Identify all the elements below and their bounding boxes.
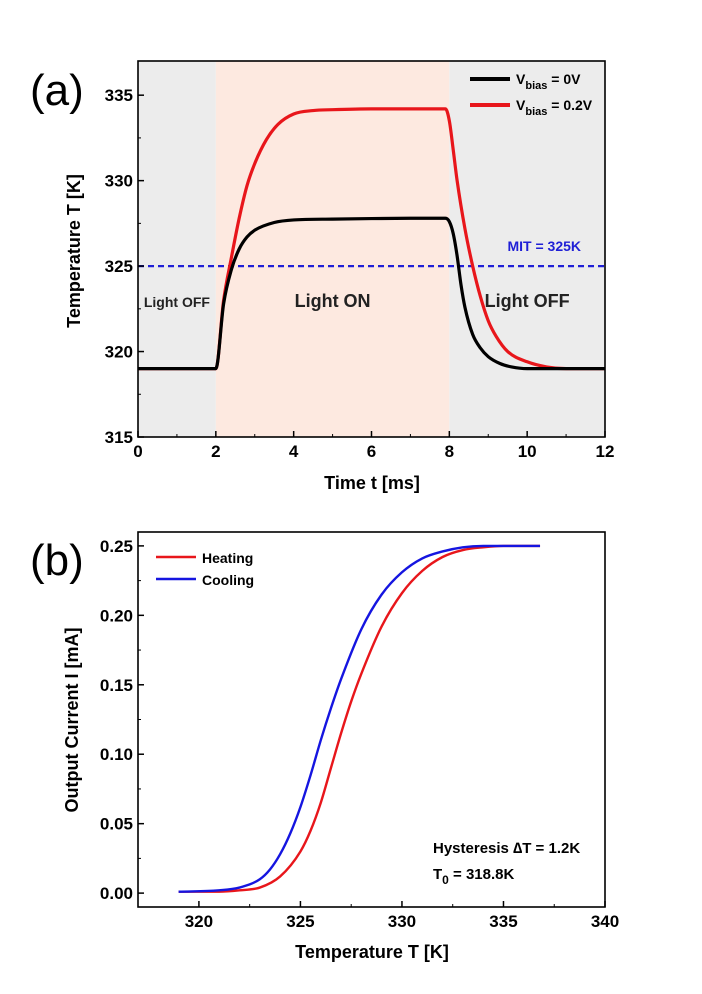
- panel-a-label: (a): [30, 66, 84, 115]
- legend-label-heating: Heating: [202, 550, 253, 566]
- chart-b-legend: Heating Cooling: [156, 550, 254, 588]
- y-tick-label-3: 330: [105, 172, 133, 191]
- legend-label-vbias-02: Vbias = 0.2V: [516, 97, 593, 118]
- legend-label-vbias-0: Vbias = 0V: [516, 71, 581, 92]
- x-tick-label-4: 8: [445, 442, 454, 461]
- panel-b-label: (b): [30, 536, 84, 585]
- chart-b-axes: 320 325 330 335 340 0.00 0.05 0.10 0.15 0.20 0.25: [100, 531, 619, 931]
- chart-b-xlabel: Temperature T [K]: [295, 942, 449, 962]
- x-tick-label-1: 2: [211, 442, 220, 461]
- x-tick-label-2: 330: [388, 912, 416, 931]
- x-tick-label-3: 6: [367, 442, 376, 461]
- y-tick-label-4: 0.20: [100, 606, 133, 625]
- region-2: [449, 61, 605, 437]
- region-0: [138, 61, 216, 437]
- y-tick-label-1: 0.05: [100, 815, 133, 834]
- y-tick-label-2: 0.10: [100, 745, 133, 764]
- chart-a: Light OFF Light ON Light OFF MIT = 325K 0 2…: [64, 60, 615, 493]
- x-tick-label-2: 4: [289, 442, 299, 461]
- region-label-1: Light ON: [295, 291, 371, 311]
- chart-a-regions: Light OFF Light ON Light OFF: [138, 61, 605, 437]
- x-tick-label-5: 10: [518, 442, 537, 461]
- x-tick-label-1: 325: [286, 912, 314, 931]
- hysteresis-annotation: Hysteresis ∆T = 1.2K: [433, 840, 580, 857]
- y-tick-label-5: 0.25: [100, 537, 133, 556]
- x-tick-label-0: 0: [133, 442, 142, 461]
- series-line-heating: [178, 544, 541, 893]
- chart-b: 320 325 330 335 3400.000.050.100.150.200.25 …: [62, 531, 619, 962]
- x-tick-label-0: 320: [185, 912, 213, 931]
- y-tick-label-2: 325: [105, 257, 133, 276]
- y-tick-label-1: 320: [105, 343, 133, 362]
- chart-a-reference: MIT = 325K: [138, 238, 605, 268]
- x-tick-label-3: 335: [489, 912, 517, 931]
- series-line-0: [137, 216, 605, 371]
- chart-a-xlabel: Time t [ms]: [324, 473, 420, 493]
- series-line-1: [137, 107, 605, 371]
- y-tick-label-0: 315: [105, 428, 133, 447]
- chart-b-ylabel: Output Current I [mA]: [62, 628, 82, 813]
- y-tick-label-3: 0.15: [100, 676, 133, 695]
- region-1: [215, 61, 450, 437]
- y-tick-label-4: 335: [105, 86, 133, 105]
- y-tick-label-0: 0.00: [100, 884, 133, 903]
- chart-a-legend: Vbias = 0V Vbias = 0.2V: [470, 71, 593, 118]
- x-tick-label-6: 12: [596, 442, 615, 461]
- chart-a-axes: 0 2 4 6 8 10 12 315 320 325 330 335: [105, 60, 615, 461]
- chart-a-ylabel: Temperature T [K]: [64, 174, 84, 328]
- chart-b-lines: [178, 544, 541, 893]
- x-tick-label-4: 340: [591, 912, 619, 931]
- chart-a-lines: [137, 107, 605, 371]
- legend-label-cooling: Cooling: [202, 572, 254, 588]
- mit-reference-label: MIT = 325K: [507, 238, 581, 254]
- region-label-0: Light OFF: [144, 294, 211, 310]
- series-line-cooling: [178, 544, 541, 893]
- t0-annotation: T0 = 318.8K: [433, 866, 514, 887]
- region-label-2: Light OFF: [485, 291, 570, 311]
